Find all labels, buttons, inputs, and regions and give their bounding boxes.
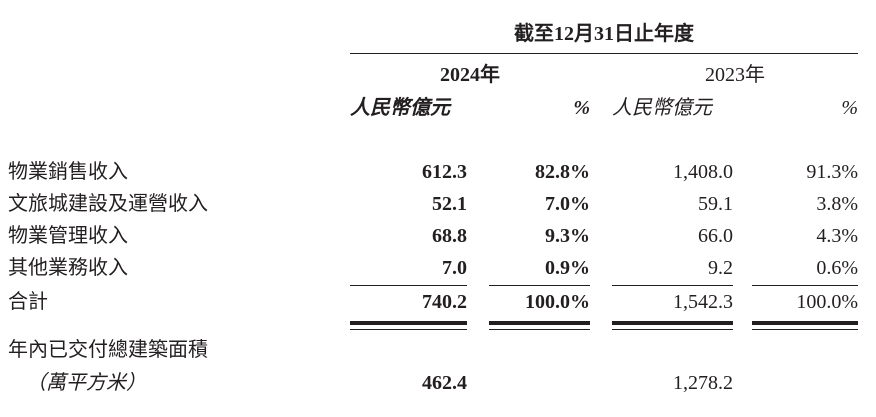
double-rule xyxy=(350,321,467,325)
unit-2024-header: 人民幣億元 xyxy=(350,97,450,119)
percent-2024: 7.0% xyxy=(545,193,590,215)
double-rule xyxy=(350,329,467,330)
total-2023-percent: 100.0% xyxy=(796,291,858,313)
total-2024-percent: 100.0% xyxy=(525,291,590,313)
double-rule xyxy=(612,329,733,330)
percent-2023: 3.8% xyxy=(816,193,858,215)
percent-2024: 0.9% xyxy=(545,257,590,279)
percent-2024-header: % xyxy=(573,97,590,119)
row-label: 物業管理收入 xyxy=(8,225,128,247)
header-rule xyxy=(350,53,858,54)
row-label: 物業銷售收入 xyxy=(8,161,128,183)
year-2024-header: 2024年 xyxy=(440,64,500,86)
double-rule xyxy=(489,329,590,330)
value-2024: 68.8 xyxy=(432,225,467,247)
percent-2023: 4.3% xyxy=(816,225,858,247)
total-label: 合計 xyxy=(8,291,48,313)
row-label: 文旅城建設及運營收入 xyxy=(8,193,208,215)
period-header: 截至12月31日止年度 xyxy=(514,23,694,45)
total-2024-value: 740.2 xyxy=(422,291,467,313)
percent-2024: 82.8% xyxy=(535,161,590,183)
value-2023: 1,408.0 xyxy=(673,161,733,183)
year-2023-header: 2023年 xyxy=(705,64,765,86)
total-2023-value: 1,542.3 xyxy=(673,291,733,313)
gfa-2023-value: 1,278.2 xyxy=(673,372,733,394)
value-2024: 52.1 xyxy=(432,193,467,215)
double-rule xyxy=(612,321,733,325)
row-label: 其他業務收入 xyxy=(8,257,128,279)
total-top-rule xyxy=(489,285,590,286)
gfa-2024-value: 462.4 xyxy=(422,372,467,394)
gfa-label: 年內已交付總建築面積 xyxy=(8,339,208,361)
gfa-unit: （萬平方米） xyxy=(26,372,146,394)
total-top-rule xyxy=(612,285,733,286)
value-2024: 612.3 xyxy=(422,161,467,183)
percent-2023: 0.6% xyxy=(816,257,858,279)
percent-2023: 91.3% xyxy=(806,161,858,183)
unit-2023-header: 人民幣億元 xyxy=(612,97,712,119)
value-2023: 59.1 xyxy=(698,193,733,215)
value-2023: 66.0 xyxy=(698,225,733,247)
percent-2024: 9.3% xyxy=(545,225,590,247)
value-2024: 7.0 xyxy=(442,257,467,279)
double-rule xyxy=(489,321,590,325)
total-top-rule xyxy=(350,285,467,286)
percent-2023-header: % xyxy=(841,97,858,119)
total-top-rule xyxy=(752,285,858,286)
double-rule xyxy=(752,321,858,325)
double-rule xyxy=(752,329,858,330)
value-2023: 9.2 xyxy=(708,257,733,279)
